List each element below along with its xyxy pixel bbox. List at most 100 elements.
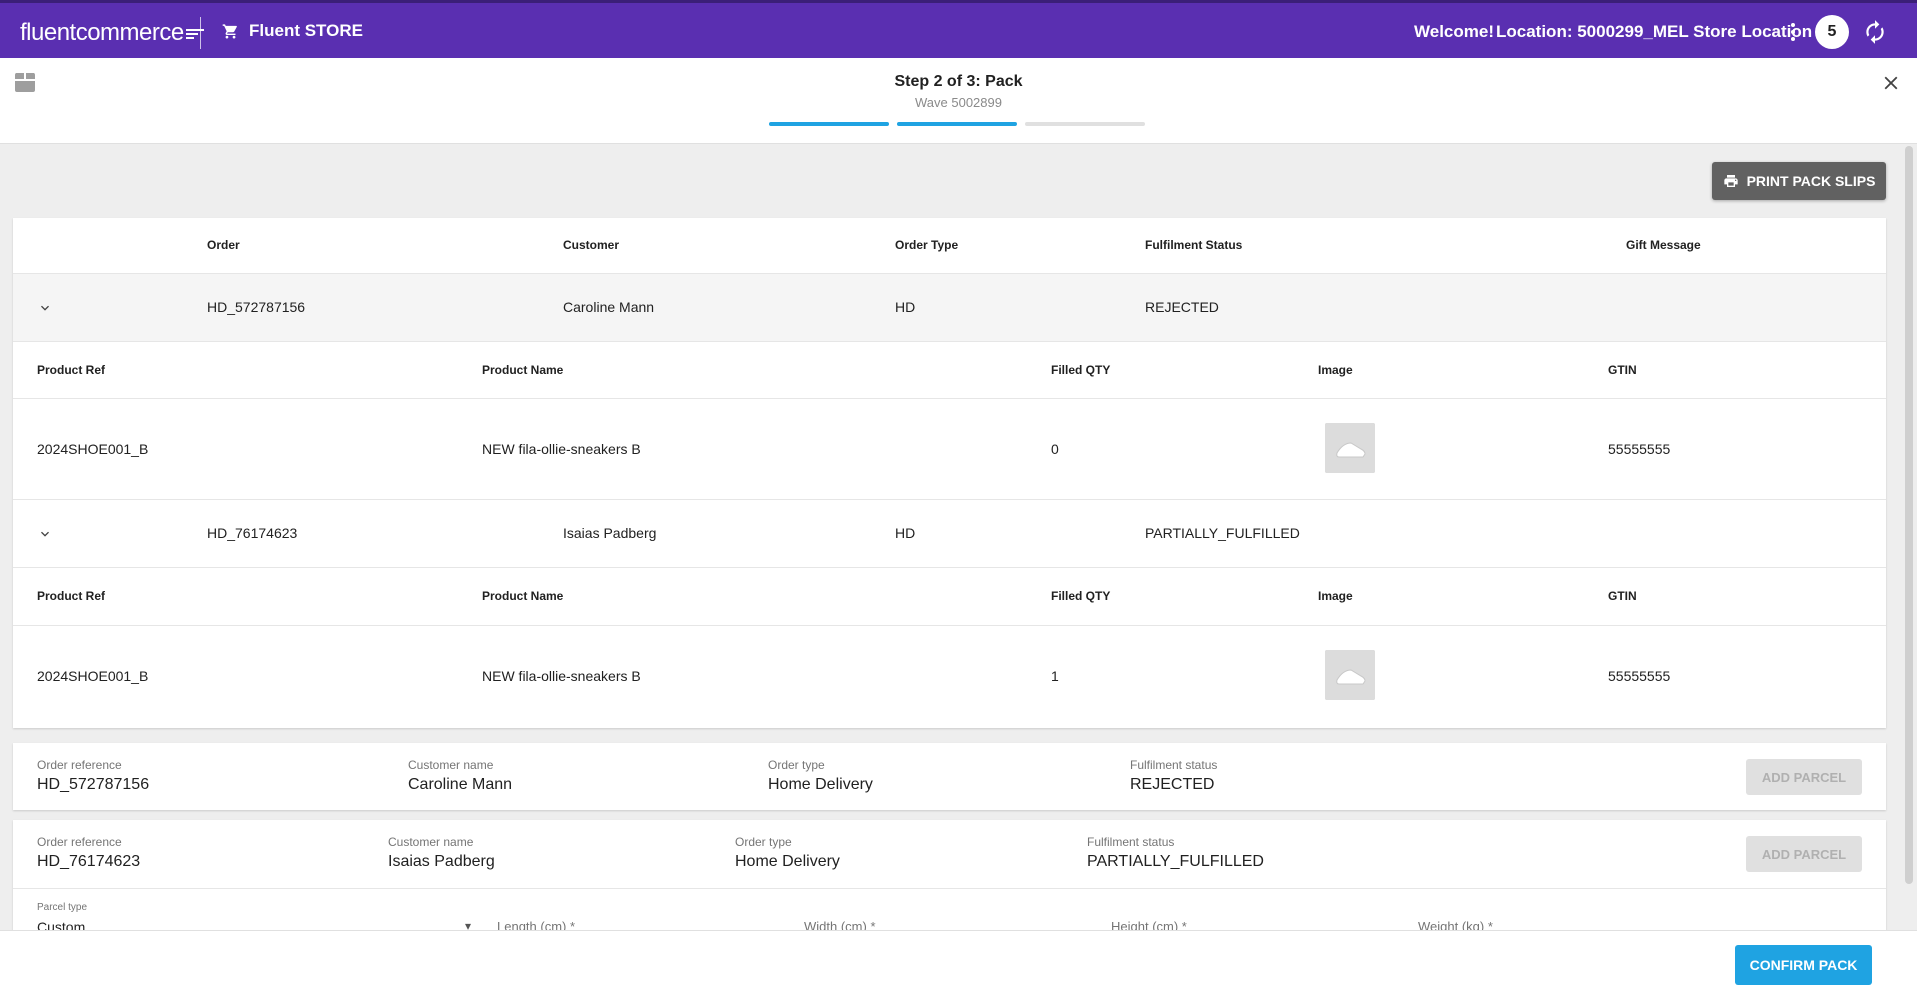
welcome-text: Welcome!	[1414, 22, 1494, 41]
location-text[interactable]: Location: 5000299_MEL Store Location	[1496, 22, 1813, 41]
close-icon[interactable]	[1880, 72, 1902, 94]
add-parcel-button[interactable]: ADD PARCEL	[1746, 759, 1862, 795]
product-header-row: Product Ref Product Name Filled QTY Imag…	[13, 342, 1886, 399]
product-header-row: Product Ref Product Name Filled QTY Imag…	[13, 568, 1886, 626]
col-gtin: GTIN	[1608, 589, 1637, 603]
product-ref: 2024SHOE001_B	[37, 441, 149, 457]
order-status: REJECTED	[1145, 299, 1219, 315]
progress-step-3	[1025, 122, 1145, 126]
col-gtin: GTIN	[1608, 363, 1637, 377]
order-status: PARTIALLY_FULFILLED	[1145, 525, 1300, 541]
wave-subtitle: Wave 5002899	[915, 95, 1002, 110]
order-type-value: Home Delivery	[735, 853, 840, 870]
parcel-type-label: Parcel type	[37, 902, 88, 913]
sneaker-icon	[1325, 423, 1375, 473]
order-customer: Caroline Mann	[563, 299, 655, 315]
printer-icon	[1723, 175, 1738, 187]
fulfilment-status-value: PARTIALLY_FULFILLED	[1087, 853, 1264, 870]
product-row: 2024SHOE001_B NEW fila-ollie-sneakers B …	[13, 399, 1886, 500]
notification-badge[interactable]: 5	[1815, 15, 1849, 49]
fulfilment-status-label: Fulfilment status	[1130, 758, 1218, 772]
product-name: NEW fila-ollie-sneakers B	[482, 441, 641, 457]
order-type: HD	[895, 525, 916, 541]
filled-qty: 1	[1051, 668, 1059, 684]
footer-bar: CONFIRM PACK	[0, 930, 1917, 992]
col-filled-qty: Filled QTY	[1051, 589, 1111, 603]
order-reference-value: HD_572787156	[37, 776, 150, 793]
step-title: Step 2 of 3: Pack	[894, 73, 1023, 90]
customer-name-value: Caroline Mann	[408, 776, 513, 793]
product-row: 2024SHOE001_B NEW fila-ollie-sneakers B …	[13, 626, 1886, 728]
dropdown-arrow-icon[interactable]: ▾	[465, 919, 472, 930]
vertical-scrollbar[interactable]	[1905, 146, 1913, 884]
order-id: HD_76174623	[207, 525, 298, 541]
product-image[interactable]	[1325, 423, 1375, 473]
print-pack-slips-button[interactable]: PRINT PACK SLIPS	[1712, 162, 1886, 200]
fulfilment-status-label: Fulfilment status	[1087, 835, 1175, 849]
product-gtin: 55555555	[1608, 441, 1671, 457]
col-filled-qty: Filled QTY	[1051, 363, 1111, 377]
kebab-menu-icon[interactable]	[1786, 19, 1800, 45]
width-field[interactable]: Width (cm) *	[804, 919, 876, 930]
col-order-type: Order Type	[895, 238, 959, 252]
logo-bars-icon	[185, 27, 204, 41]
order-reference-value: HD_76174623	[37, 853, 141, 870]
customer-name-value: Isaias Padberg	[388, 853, 495, 870]
customer-name-label: Customer name	[408, 758, 494, 772]
order-type-label: Order type	[735, 835, 792, 849]
parcel-card: Order reference HD_76174623 Customer nam…	[13, 820, 1886, 930]
product-name: NEW fila-ollie-sneakers B	[482, 668, 641, 684]
chevron-down-icon[interactable]	[37, 526, 53, 542]
header-divider	[200, 17, 201, 49]
col-gift-message: Gift Message	[1626, 238, 1701, 252]
progress-step-2	[897, 122, 1017, 126]
col-image: Image	[1318, 589, 1353, 603]
main-content: PRINT PACK SLIPS Order Customer Order Ty…	[0, 144, 1917, 930]
order-type-label: Order type	[768, 758, 825, 772]
parcel-card: Order reference HD_572787156 Customer na…	[13, 743, 1886, 810]
col-product-ref: Product Ref	[37, 363, 106, 377]
divider	[13, 888, 1886, 889]
height-field[interactable]: Height (cm) *	[1111, 919, 1187, 930]
fulfilment-status-value: REJECTED	[1130, 776, 1215, 793]
cart-icon	[222, 23, 237, 39]
customer-name-label: Customer name	[388, 835, 474, 849]
parcel-type-select[interactable]: Custom	[37, 919, 86, 930]
col-product-name: Product Name	[482, 363, 564, 377]
weight-field[interactable]: Weight (kg) *	[1418, 919, 1493, 930]
top-app-bar: fluentcommerce Fluent STORE Welcome! Loc…	[0, 0, 1917, 58]
order-type-value: Home Delivery	[768, 776, 873, 793]
brand-logo-text: fluentcommerce	[20, 19, 184, 46]
order-type: HD	[895, 299, 916, 315]
sneaker-icon	[1325, 650, 1375, 700]
order-customer: Isaias Padberg	[563, 525, 657, 541]
package-icon	[14, 73, 36, 92]
order-row[interactable]: HD_76174623 Isaias Padberg HD PARTIALLY_…	[13, 500, 1886, 568]
confirm-pack-button[interactable]: CONFIRM PACK	[1735, 945, 1872, 985]
order-id: HD_572787156	[207, 299, 306, 315]
store-switcher[interactable]: Fluent STORE	[222, 21, 363, 41]
col-image: Image	[1318, 363, 1353, 377]
order-reference-label: Order reference	[37, 758, 122, 772]
order-row[interactable]: HD_572787156 Caroline Mann HD REJECTED	[13, 274, 1886, 342]
add-parcel-button[interactable]: ADD PARCEL	[1746, 836, 1862, 872]
product-gtin: 55555555	[1608, 668, 1671, 684]
store-label: Fluent STORE	[249, 21, 363, 40]
print-pack-slips-label: PRINT PACK SLIPS	[1746, 173, 1876, 189]
length-field[interactable]: Length (cm) *	[497, 919, 576, 930]
col-product-ref: Product Ref	[37, 589, 106, 603]
col-product-name: Product Name	[482, 589, 564, 603]
brand-logo[interactable]: fluentcommerce	[20, 19, 204, 47]
orders-table: Order Customer Order Type Fulfilment Sta…	[13, 218, 1886, 728]
product-ref: 2024SHOE001_B	[37, 668, 149, 684]
col-customer: Customer	[563, 238, 620, 252]
filled-qty: 0	[1051, 441, 1059, 457]
chevron-down-icon[interactable]	[37, 300, 53, 316]
step-header: Step 2 of 3: Pack Wave 5002899	[0, 58, 1917, 144]
order-reference-label: Order reference	[37, 835, 122, 849]
refresh-icon[interactable]	[1862, 19, 1888, 45]
col-order: Order	[207, 238, 240, 252]
orders-header-row: Order Customer Order Type Fulfilment Sta…	[13, 218, 1886, 274]
product-image[interactable]	[1325, 650, 1375, 700]
col-fulfilment-status: Fulfilment Status	[1145, 238, 1243, 252]
